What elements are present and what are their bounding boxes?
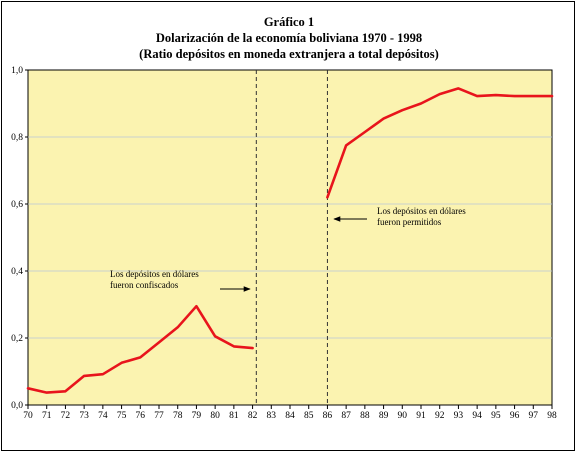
x-tick-label: 81 — [229, 411, 239, 421]
plot-area — [27, 69, 553, 406]
series-line — [26, 304, 254, 394]
annotation-confiscados-text: fueron confiscados — [110, 280, 179, 290]
x-tick-label: 97 — [529, 411, 539, 421]
x-tick-label: 98 — [547, 411, 557, 421]
x-tick-label: 86 — [323, 411, 333, 421]
x-tick-label: 80 — [210, 411, 220, 421]
chart-title: Gráfico 1 — [263, 15, 315, 29]
x-tick-label: 92 — [435, 411, 445, 421]
chart-subtitle-2: (Ratio depósitos en moneda extranjera a … — [139, 47, 439, 61]
x-tick-label: 96 — [510, 411, 520, 421]
x-tick-label: 91 — [416, 411, 426, 421]
y-tick-label: 0,8 — [11, 133, 23, 143]
x-tick-label: 85 — [304, 411, 314, 421]
x-tick-label: 73 — [79, 411, 89, 421]
x-tick-label: 87 — [341, 411, 351, 421]
x-tick-label: 79 — [192, 411, 202, 421]
y-tick-label: 0,4 — [11, 267, 23, 277]
x-tick-label: 75 — [117, 411, 127, 421]
y-tick-label: 0,0 — [11, 401, 23, 411]
y-tick-label: 0,2 — [11, 334, 23, 344]
x-tick-label: 82 — [248, 411, 258, 421]
x-tick-label: 83 — [267, 411, 277, 421]
annotation-permitidos-text: Los depósitos en dólares — [377, 206, 466, 216]
series-line — [326, 87, 554, 199]
y-tick-label: 1,0 — [11, 66, 23, 76]
chart-titles: Gráfico 1 Dolarización de la economía bo… — [0, 14, 578, 62]
x-tick-label: 72 — [61, 411, 71, 421]
x-tick-label: 84 — [285, 411, 295, 421]
x-tick-label: 71 — [42, 411, 52, 421]
x-tick-label: 76 — [136, 411, 146, 421]
x-tick-label: 78 — [173, 411, 183, 421]
x-tick-label: 95 — [491, 411, 501, 421]
x-tick-label: 94 — [472, 411, 482, 421]
x-tick-label: 88 — [360, 411, 370, 421]
x-tick-label: 70 — [23, 411, 33, 421]
x-tick-label: 89 — [379, 411, 389, 421]
x-tick-label: 77 — [154, 411, 164, 421]
chart-subtitle: Dolarización de la economía boliviana 19… — [155, 31, 423, 45]
annotation-confiscados-text: Los depósitos en dólares — [110, 269, 199, 279]
annotation-permitidos-text: fueron permitidos — [377, 217, 442, 227]
x-tick-label: 90 — [398, 411, 408, 421]
x-tick-label: 74 — [98, 411, 108, 421]
x-tick-label: 93 — [454, 411, 464, 421]
y-tick-label: 0,6 — [11, 200, 23, 210]
